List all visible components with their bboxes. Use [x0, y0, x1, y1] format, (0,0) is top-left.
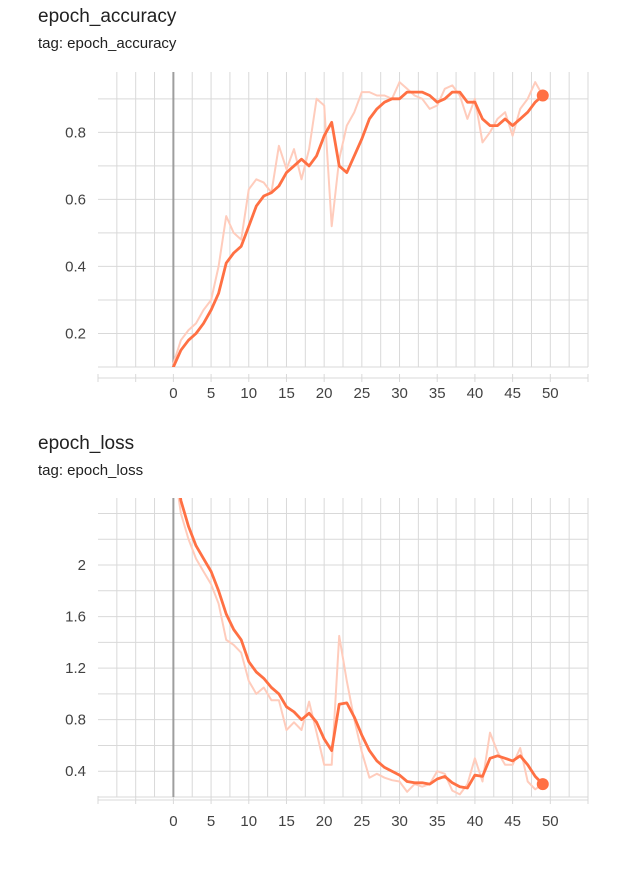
- y-tick-label: 0.4: [65, 763, 86, 780]
- x-tick-label: 5: [207, 385, 215, 402]
- x-tick-label: 15: [278, 385, 295, 402]
- grid-lines: [98, 72, 589, 368]
- x-tick-label: 25: [354, 813, 371, 830]
- x-tick-label: 10: [240, 813, 257, 830]
- last-point-marker: [536, 89, 549, 102]
- x-tick-label: 10: [240, 385, 257, 402]
- raw-series-line: [177, 498, 544, 796]
- x-tick-label: 35: [429, 813, 446, 830]
- smoothed-series-line: [171, 90, 545, 367]
- y-tick-label: 0.8: [65, 712, 86, 729]
- x-tick-label: 0: [169, 385, 177, 402]
- x-tick-label: 0: [169, 813, 177, 830]
- x-tick-label: 20: [316, 385, 333, 402]
- x-tick-label: 5: [207, 813, 215, 830]
- last-point-marker: [536, 778, 549, 791]
- chart-tag: tag: epoch_accuracy: [38, 35, 177, 52]
- x-tick-label: 45: [504, 385, 521, 402]
- smoothed-series-line: [179, 498, 545, 790]
- x-tick-label: 35: [429, 385, 446, 402]
- x-tick-label: 25: [354, 385, 371, 402]
- x-tick-label: 15: [278, 813, 295, 830]
- y-tick-label: 0.2: [65, 325, 86, 342]
- y-tick-label: 1.6: [65, 609, 86, 626]
- chart-title: epoch_loss: [38, 433, 135, 454]
- x-tick-label: 30: [391, 813, 408, 830]
- y-tick-label: 0.4: [65, 258, 86, 275]
- y-tick-label: 2: [78, 557, 86, 574]
- x-tick-label: 45: [504, 813, 521, 830]
- x-axis: [97, 374, 589, 382]
- grid-lines: [98, 498, 589, 798]
- x-tick-label: 50: [542, 813, 559, 830]
- x-tick-label: 20: [316, 813, 333, 830]
- x-tick-label: 40: [467, 813, 484, 830]
- y-tick-label: 1.2: [65, 660, 86, 677]
- chart-tag: tag: epoch_loss: [38, 462, 144, 479]
- chart-title: epoch_accuracy: [38, 6, 177, 27]
- raw-series-line: [172, 81, 544, 365]
- x-axis: [97, 796, 589, 804]
- x-tick-label: 50: [542, 385, 559, 402]
- x-tick-label: 40: [467, 385, 484, 402]
- y-tick-label: 0.8: [65, 124, 86, 141]
- y-tick-label: 0.6: [65, 191, 86, 208]
- x-tick-label: 30: [391, 385, 408, 402]
- accuracy-chart-plot[interactable]: 0.2 0.4 0.6 0.8 0 5 10 15 20 25 30 35 40 45 50: [0, 0, 637, 415]
